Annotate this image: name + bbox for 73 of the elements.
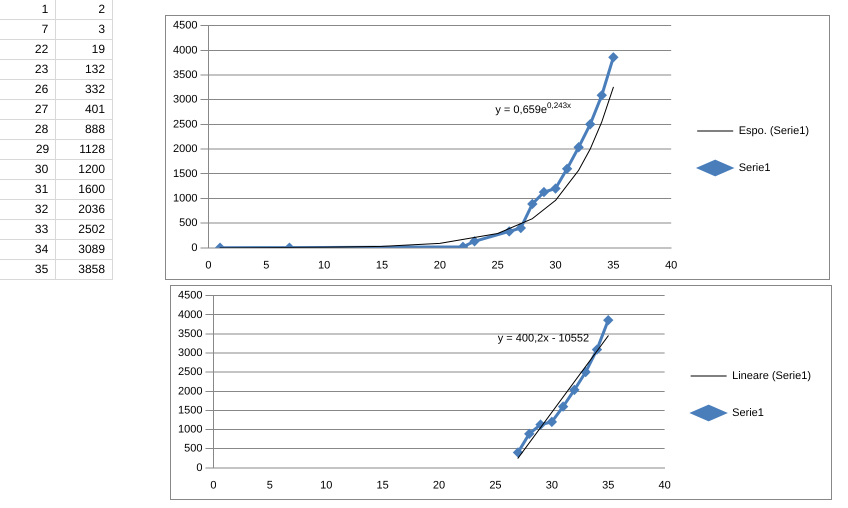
y-tick-label: 1000 <box>172 192 198 204</box>
x-tick-label: 15 <box>376 259 388 272</box>
y-tick-label: 0 <box>191 242 198 254</box>
point <box>603 315 614 326</box>
x-tick-label: 35 <box>602 479 614 492</box>
x-tick-label: 5 <box>263 259 270 272</box>
point <box>524 428 534 439</box>
text: 34 3089 <box>0 240 113 260</box>
point <box>569 384 580 395</box>
x-tick-label: 5 <box>266 479 273 492</box>
x-tick-label: 35 <box>607 259 620 272</box>
x-tick-label: 10 <box>318 259 330 272</box>
y-tick-label: 3000 <box>172 94 198 106</box>
legend-label: Espo. (Serie1) <box>738 125 810 138</box>
point <box>470 236 480 246</box>
text: 7 3 <box>0 20 113 40</box>
point <box>562 164 572 174</box>
text: 23 132 <box>0 60 113 80</box>
text: 30 1200 <box>0 160 113 180</box>
point <box>585 119 596 130</box>
point <box>513 447 523 458</box>
text: 27 401 <box>0 100 113 120</box>
point <box>527 198 538 209</box>
text: 31 1600 <box>0 180 113 200</box>
legend-label: Serie1 <box>732 407 764 420</box>
y-tick-label: 500 <box>184 442 202 455</box>
y-tick-label: 3500 <box>178 328 202 340</box>
text: 26 332 <box>0 80 113 100</box>
y-tick-label: 3000 <box>178 347 202 360</box>
y-tick-label: 4000 <box>172 44 198 56</box>
point <box>538 187 549 198</box>
text: 35 3858 <box>0 260 113 280</box>
x-tick-label: 20 <box>434 259 446 272</box>
x-tick-label: 30 <box>549 259 562 272</box>
y-tick-label: 0 <box>196 462 202 474</box>
text: 29 1128 <box>0 140 113 160</box>
text: 32 2036 <box>0 200 113 220</box>
y-tick-label: 1000 <box>178 424 202 436</box>
y-tick-label: 2500 <box>172 118 198 130</box>
x-tick-label: 15 <box>376 479 389 492</box>
legend-label: Serie1 <box>738 162 770 174</box>
point <box>596 90 607 100</box>
text: 1 2 <box>0 0 113 20</box>
y-tick-label: 4500 <box>178 290 202 302</box>
x-tick-label: 40 <box>665 259 678 272</box>
text: 28 888 <box>0 120 113 140</box>
point <box>516 223 526 233</box>
y-tick-label: 500 <box>179 217 198 230</box>
y-tick-label: 1500 <box>172 168 198 180</box>
y-tick-label: 3500 <box>172 69 198 82</box>
x-tick-label: 30 <box>546 479 558 492</box>
y-tick-label: 4500 <box>172 20 198 32</box>
x-tick-label: 0 <box>210 479 217 492</box>
y-tick-label: 4000 <box>178 308 202 321</box>
x-tick-label: 10 <box>320 479 332 492</box>
x-tick-label: 40 <box>658 479 671 492</box>
x-tick-label: 0 <box>205 259 212 272</box>
y-tick-label: 1500 <box>178 404 202 416</box>
point <box>546 416 557 427</box>
text: 22 19 <box>0 40 113 60</box>
text: 33 2502 <box>0 220 113 240</box>
legend-label: Lineare (Serie1) <box>732 370 811 382</box>
point <box>550 184 561 194</box>
annotation: y = 400,2x - 10552 <box>498 332 590 345</box>
x-tick-label: 20 <box>432 479 446 492</box>
y-tick-label: 2000 <box>172 143 198 156</box>
x-tick-label: 25 <box>492 259 504 272</box>
point <box>608 52 618 62</box>
y-tick-label: 2500 <box>178 366 202 378</box>
point <box>558 402 568 412</box>
point <box>574 142 584 152</box>
y-tick-label: 2000 <box>178 385 202 398</box>
x-tick-label: 25 <box>489 479 502 492</box>
